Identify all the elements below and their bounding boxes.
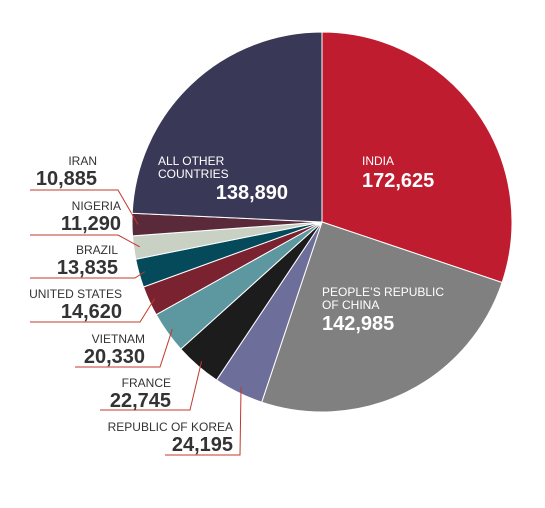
value-label: 13,835 bbox=[56, 256, 118, 279]
value-label: 22,745 bbox=[109, 389, 171, 412]
value-label: 172,625 bbox=[362, 169, 435, 192]
slice-label: FRANCE 22,745 bbox=[0, 377, 171, 412]
leader-line bbox=[165, 387, 242, 456]
category-label: UNITED STATES bbox=[29, 287, 122, 301]
slice-label: UNITED STATES 14,620 bbox=[0, 288, 122, 323]
leader-line bbox=[75, 328, 173, 368]
value-label: 14,620 bbox=[60, 300, 122, 323]
value-label: 11,290 bbox=[60, 212, 121, 235]
category-label: PEOPLE’S REPUBLIC OF CHINA bbox=[322, 285, 445, 312]
value-label: 24,195 bbox=[171, 433, 233, 456]
leader-line bbox=[30, 189, 139, 225]
category-label: BRAZIL bbox=[75, 243, 118, 257]
value-label: 142,985 bbox=[322, 313, 395, 336]
slice-label: VIETNAM 20,330 bbox=[0, 333, 145, 368]
slice-label: PEOPLE’S REPUBLIC OF CHINA 142,985 bbox=[322, 286, 447, 335]
leader-line bbox=[30, 234, 140, 248]
category-label: REPUBLIC OF KOREA bbox=[107, 420, 233, 434]
pie-slice bbox=[261, 221, 503, 413]
category-label: NIGERIA bbox=[71, 199, 121, 213]
category-label: FRANCE bbox=[121, 376, 171, 390]
slice-label: IRAN 10,885 bbox=[0, 155, 97, 190]
slice-label: ALL OTHER COUNTRIES 138,890 bbox=[158, 155, 288, 204]
slice-label: INDIA 172,625 bbox=[362, 155, 502, 192]
pie-slice bbox=[131, 31, 323, 223]
category-label: VIETNAM bbox=[91, 332, 145, 346]
slice-label: REPUBLIC OF KOREA 24,195 bbox=[13, 421, 233, 456]
pie-slice bbox=[321, 31, 513, 284]
category-label: INDIA bbox=[362, 154, 395, 168]
value-label: 20,330 bbox=[83, 345, 145, 368]
leader-line bbox=[30, 298, 156, 323]
leader-line bbox=[100, 361, 203, 411]
leader-line bbox=[30, 271, 146, 279]
value-label: 10,885 bbox=[35, 167, 97, 190]
category-label: IRAN bbox=[68, 154, 97, 168]
slice-label: BRAZIL 13,835 bbox=[0, 244, 118, 279]
slice-label: NIGERIA 11,290 bbox=[0, 200, 121, 235]
value-label: 138,890 bbox=[215, 182, 288, 205]
category-label: ALL OTHER COUNTRIES bbox=[158, 154, 229, 181]
